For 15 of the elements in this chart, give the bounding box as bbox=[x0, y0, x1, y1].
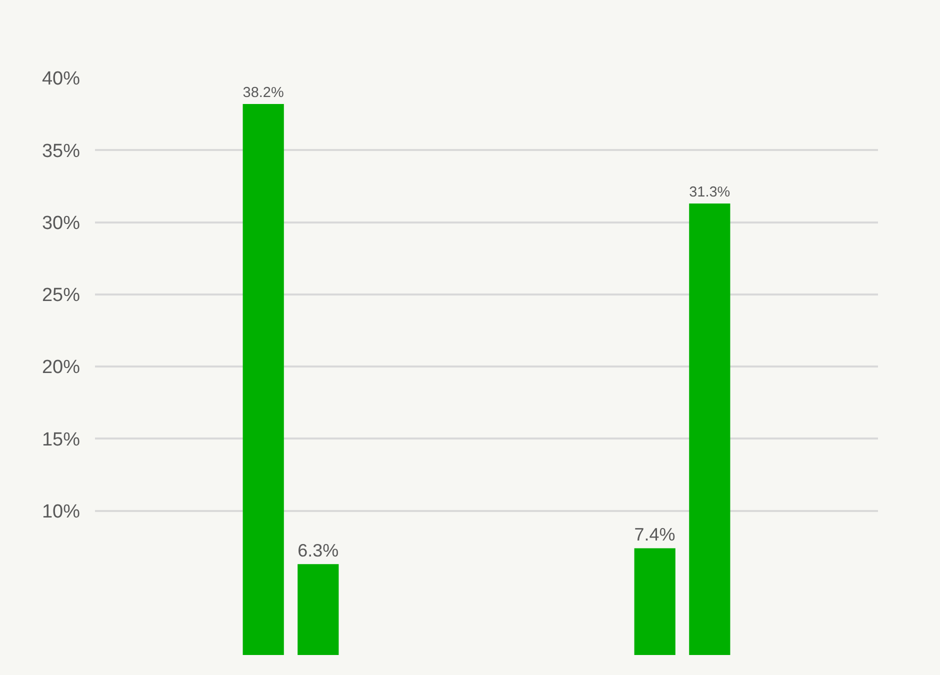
y-tick-label: 40% bbox=[42, 68, 80, 90]
bar bbox=[298, 564, 339, 655]
y-tick-label: 35% bbox=[42, 140, 80, 162]
bar bbox=[634, 548, 676, 655]
bar bbox=[689, 204, 730, 655]
bar bbox=[242, 104, 284, 655]
y-tick-label: 20% bbox=[42, 357, 80, 378]
data-label: 31.3% bbox=[689, 184, 730, 201]
y-tick-label: 15% bbox=[42, 429, 80, 450]
data-label: 7.4% bbox=[634, 524, 676, 545]
data-label: 6.3% bbox=[298, 540, 339, 560]
y-tick-label: 10% bbox=[42, 501, 80, 522]
data-label: 38.2% bbox=[242, 85, 284, 102]
y-tick-label: 30% bbox=[42, 212, 80, 234]
y-tick-label: 25% bbox=[42, 285, 80, 306]
